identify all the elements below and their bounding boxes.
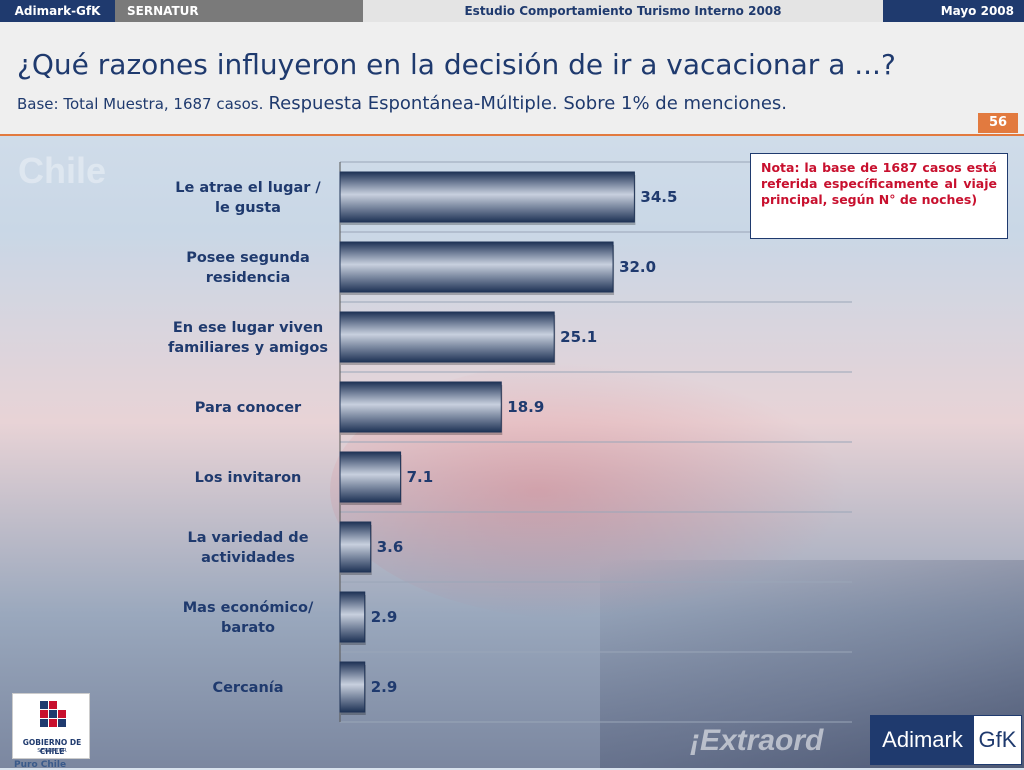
note-box: Nota: la base de 1687 casos está referid… (750, 153, 1008, 239)
adimark-gfk-logo: Adimark GfK (870, 715, 1022, 765)
category-label-line: Para conocer (195, 400, 302, 416)
category-label: Posee segunda residencia (186, 250, 310, 286)
bar (339, 661, 366, 713)
background-chile-text: Chile (18, 150, 107, 191)
top-bar: Adimark-GfK SERNATUR Estudio Comportamie… (0, 0, 1024, 22)
response-type-text: Respuesta Espontánea-Múltiple. Sobre 1% … (268, 93, 788, 114)
bar-chart: 34.5 Le atrae el lugar / le gusta 32.0 Posee… (0, 140, 1024, 740)
data-label: 2.9 (371, 608, 398, 626)
bar (339, 381, 502, 433)
category-label-line: actividades (201, 550, 295, 566)
category-label-line: Le atrae el lugar / (175, 180, 321, 196)
slide-header: ¿Qué razones influyeron en la decisión d… (0, 22, 1024, 136)
study-title: Estudio Comportamiento Turismo Interno 2… (363, 0, 883, 22)
category-label-line: Mas económico/ (183, 600, 314, 616)
data-label: 7.1 (407, 468, 434, 486)
company-tag: Adimark-GfK (0, 0, 115, 22)
category-label-line: Cercanía (212, 680, 283, 696)
gfk-logo-text: GfK (978, 727, 1017, 752)
category-label: Los invitaron (195, 470, 302, 486)
gobierno-logo-icon (40, 701, 66, 727)
category-label-line: Los invitaron (195, 470, 302, 486)
category-label: Mas económico/barato (183, 600, 314, 636)
data-label: 2.9 (371, 678, 398, 696)
gobierno-de-chile-logo: GOBIERNO DE CHILE SERNATUR (12, 693, 90, 759)
page-number: 56 (978, 113, 1018, 133)
category-label-line: Posee segunda (186, 250, 310, 266)
bar (339, 241, 614, 293)
background-extraordinario-text: ¡Extraord (690, 724, 824, 757)
bar (339, 591, 366, 643)
category-label-line: residencia (206, 270, 290, 286)
category-label-line: le gusta (215, 200, 281, 216)
bar (339, 311, 555, 363)
category-label: Le atrae el lugar / le gusta (175, 180, 321, 216)
category-label: Cercanía (212, 680, 283, 696)
slide-title: ¿Qué razones influyeron en la decisión d… (17, 48, 896, 81)
data-label: 3.6 (377, 538, 404, 556)
bar-chart-svg: 34.5 Le atrae el lugar / le gusta 32.0 Posee… (168, 161, 852, 723)
gobierno-logo-text: GOBIERNO DE CHILE (22, 738, 82, 756)
adimark-logo-text: Adimark (871, 716, 974, 764)
category-label-line: En ese lugar viven (173, 320, 323, 336)
bar (339, 521, 372, 573)
base-text: Base: Total Muestra, 1687 casos. (17, 95, 264, 113)
report-date: Mayo 2008 (883, 0, 1024, 22)
category-label: En ese lugar viven familiares y amigos (168, 320, 328, 356)
category-label-line: familiares y amigos (168, 340, 328, 356)
bar (339, 451, 402, 503)
sernatur-logo-text: SERNATUR (37, 748, 67, 754)
data-label: 18.9 (507, 398, 544, 416)
category-label-line: barato (221, 620, 275, 636)
category-label: Para conocer (195, 400, 302, 416)
puro-chile-text: Puro Chile (14, 760, 67, 770)
data-label: 32.0 (619, 258, 656, 276)
client-tag: SERNATUR (115, 0, 363, 22)
data-label: 25.1 (560, 328, 597, 346)
slide-subtitle: Base: Total Muestra, 1687 casos. Respues… (17, 93, 787, 114)
category-label: La variedad de actividades (187, 530, 308, 566)
category-label-line: La variedad de (187, 530, 308, 546)
data-label: 34.5 (640, 188, 677, 206)
bar (339, 171, 635, 223)
